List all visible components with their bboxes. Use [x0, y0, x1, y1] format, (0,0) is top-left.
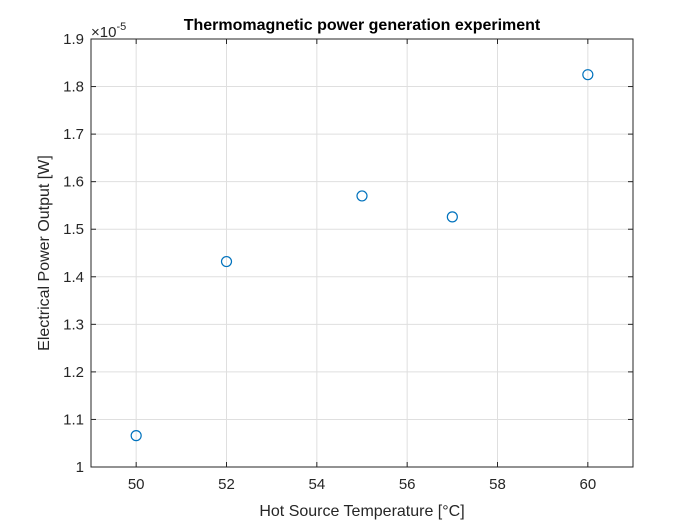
- data-point: [356, 190, 368, 202]
- data-points: [130, 69, 594, 442]
- data-point: [220, 255, 233, 268]
- y-tick-label: 1.3: [63, 316, 84, 333]
- x-tick-label: 60: [579, 476, 596, 493]
- y-axis-exponent-base: ×10: [91, 24, 116, 41]
- axes: [90, 38, 634, 468]
- y-axis-exponent-power: -5: [116, 21, 126, 33]
- y-tick-label: 1.2: [63, 364, 84, 381]
- x-axis-label: Hot Source Temperature [°C]: [259, 503, 464, 520]
- x-tick-label: 58: [489, 476, 506, 493]
- x-tick-label: 50: [128, 476, 145, 493]
- y-axis-label: Electrical Power Output [W]: [36, 155, 53, 351]
- data-point: [130, 430, 142, 442]
- data-point: [446, 211, 458, 223]
- x-tick-label: 56: [399, 476, 416, 493]
- axes-box: [90, 38, 634, 468]
- x-tick-label: 54: [308, 476, 325, 493]
- chart-title: Thermomagnetic power generation experime…: [184, 17, 541, 34]
- y-axis-exponent: ×10-5: [91, 21, 126, 41]
- y-tick-label: 1.1: [63, 411, 84, 428]
- y-tick-label: 1: [76, 459, 84, 476]
- tick-marks: [91, 38, 633, 468]
- y-tick-label: 1.5: [63, 221, 84, 238]
- grid-lines: [91, 38, 633, 468]
- y-tick-label: 1.9: [63, 31, 84, 48]
- y-tick-label: 1.4: [63, 269, 84, 286]
- data-point: [582, 69, 594, 81]
- y-tick-labels: 1 1.1 1.2 1.3 1.4 1.5 1.6 1.7 1.8 1.9: [63, 31, 84, 476]
- plot-area: [91, 39, 633, 467]
- y-tick-label: 1.6: [63, 174, 84, 191]
- y-tick-label: 1.7: [63, 126, 84, 143]
- x-tick-labels: 50 52 54 56 58 60: [128, 476, 596, 493]
- x-tick-label: 52: [218, 476, 235, 493]
- y-tick-label: 1.8: [63, 79, 84, 96]
